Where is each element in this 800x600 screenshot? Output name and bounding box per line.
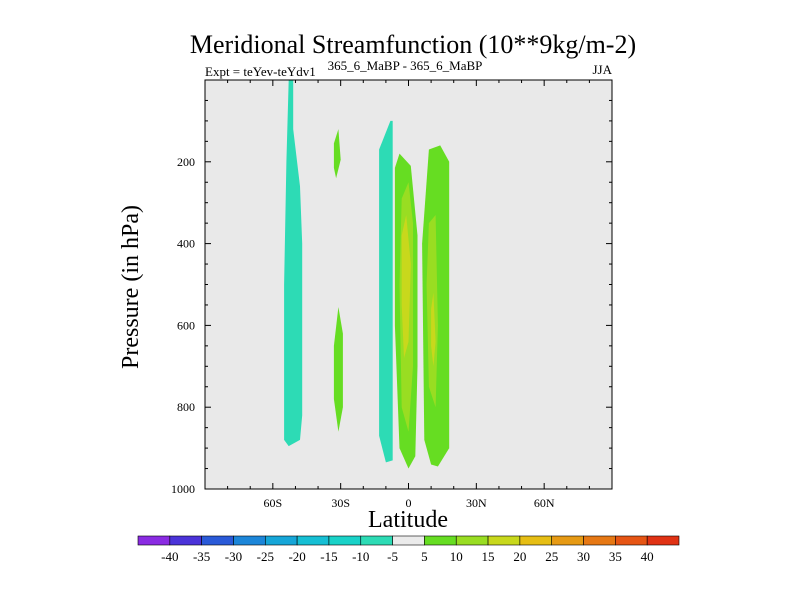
colorbar-label: -30 bbox=[225, 549, 242, 564]
x-tick-label: 60S bbox=[263, 496, 282, 510]
axis-ticks: 60S 30S 0 30N 60N 200 400 600 800 1000 bbox=[171, 80, 612, 510]
chart-subtitle-center: 365_6_MaBP - 365_6_MaBP bbox=[328, 58, 483, 73]
y-axis-label: Pressure (in hPa) bbox=[118, 205, 144, 369]
contour-region-eq-positive-15 bbox=[401, 215, 411, 359]
contour-regions bbox=[284, 80, 450, 469]
colorbar-label: -5 bbox=[387, 549, 398, 564]
contour-region-nh-positive-15 bbox=[431, 292, 436, 367]
y-tick-label: 800 bbox=[177, 400, 195, 414]
colorbar-swatch bbox=[519, 535, 553, 546]
colorbar-swatch bbox=[328, 535, 362, 546]
y-tick-label: 600 bbox=[177, 318, 195, 332]
colorbar-swatch bbox=[169, 535, 202, 546]
colorbar-label: 40 bbox=[641, 549, 654, 564]
colorbar-label: -15 bbox=[320, 549, 337, 564]
colorbar-swatch bbox=[615, 535, 648, 546]
colorbar-swatch bbox=[264, 535, 298, 546]
colorbar-swatch bbox=[296, 535, 330, 546]
colorbar-label: 10 bbox=[450, 549, 463, 564]
colorbar-label: 25 bbox=[545, 549, 558, 564]
contour-region-eq-negative-strip bbox=[379, 120, 393, 463]
colorbar-swatch bbox=[551, 535, 584, 546]
colorbar-swatch bbox=[233, 535, 266, 546]
colorbar-swatch bbox=[137, 535, 171, 546]
colorbar-label: -35 bbox=[193, 549, 210, 564]
x-tick-label: 30N bbox=[466, 496, 487, 510]
colorbar-swatch bbox=[583, 535, 616, 546]
colorbar-label: 15 bbox=[482, 549, 495, 564]
y-tick-label: 200 bbox=[177, 155, 195, 169]
x-tick-label: 0 bbox=[406, 496, 412, 510]
chart-subtitle-right: JJA bbox=[592, 62, 612, 77]
colorbar-label: 30 bbox=[577, 549, 590, 564]
colorbar-label: -10 bbox=[352, 549, 369, 564]
chart-subtitle-left: Expt = teYev-teYdv1 bbox=[205, 64, 316, 79]
colorbar-label: 35 bbox=[609, 549, 622, 564]
colorbar-label: -40 bbox=[161, 549, 178, 564]
x-tick-label: 60N bbox=[534, 496, 555, 510]
contour-region-small-positive-upper bbox=[333, 129, 341, 179]
colorbar-swatch bbox=[424, 535, 457, 546]
colorbar-label: -20 bbox=[288, 549, 305, 564]
colorbar-label: 5 bbox=[421, 549, 428, 564]
colorbar-swatch bbox=[201, 535, 234, 546]
y-tick-label: 400 bbox=[177, 237, 195, 251]
colorbar-swatch bbox=[360, 535, 393, 546]
colorbar: -40 -35 -30 -25 -20 -15 -10 -5 5 10 15 20 25 30 35 40 bbox=[137, 535, 680, 564]
colorbar-swatch bbox=[487, 535, 521, 546]
x-axis-label: Latitude bbox=[368, 507, 448, 533]
contour-region-sh-negative-cell bbox=[284, 80, 303, 447]
contour-region-small-positive-lower bbox=[333, 307, 343, 432]
colorbar-label: -25 bbox=[257, 549, 274, 564]
y-tick-label: 1000 bbox=[171, 482, 195, 496]
colorbar-swatch bbox=[392, 535, 425, 546]
colorbar-swatch bbox=[455, 535, 489, 546]
colorbar-label: 20 bbox=[513, 549, 526, 564]
colorbar-swatch bbox=[646, 535, 680, 546]
chart-title: Meridional Streamfunction (10**9kg/m-2) bbox=[190, 30, 636, 59]
x-tick-label: 30S bbox=[331, 496, 350, 510]
